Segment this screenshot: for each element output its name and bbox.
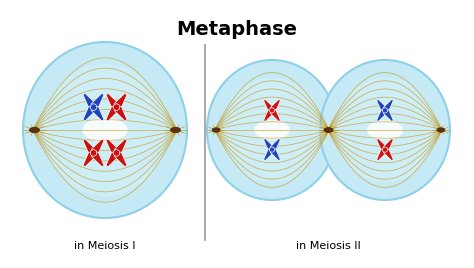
Polygon shape <box>106 152 118 167</box>
Polygon shape <box>114 152 127 167</box>
Polygon shape <box>91 139 104 154</box>
Ellipse shape <box>383 108 388 113</box>
Ellipse shape <box>367 120 403 140</box>
Polygon shape <box>264 110 273 121</box>
Ellipse shape <box>325 128 333 132</box>
Polygon shape <box>83 152 96 167</box>
Polygon shape <box>377 99 387 111</box>
Polygon shape <box>91 106 104 121</box>
Polygon shape <box>270 139 280 150</box>
Ellipse shape <box>44 64 166 196</box>
Polygon shape <box>114 139 127 154</box>
Polygon shape <box>383 110 393 121</box>
Polygon shape <box>383 149 393 161</box>
Polygon shape <box>270 110 280 121</box>
Ellipse shape <box>212 128 220 132</box>
Ellipse shape <box>254 120 290 140</box>
Ellipse shape <box>170 127 181 133</box>
Ellipse shape <box>437 128 445 132</box>
Polygon shape <box>83 106 96 121</box>
Polygon shape <box>264 139 273 150</box>
Polygon shape <box>270 149 280 161</box>
Text: in Meiosis I: in Meiosis I <box>74 241 136 251</box>
Ellipse shape <box>90 104 97 110</box>
Polygon shape <box>270 99 280 111</box>
Polygon shape <box>114 106 127 121</box>
Ellipse shape <box>269 108 274 113</box>
Ellipse shape <box>82 118 128 142</box>
Polygon shape <box>377 110 387 121</box>
Polygon shape <box>106 93 118 108</box>
Ellipse shape <box>383 147 388 152</box>
Ellipse shape <box>223 77 321 183</box>
Polygon shape <box>91 93 104 108</box>
Ellipse shape <box>324 128 332 132</box>
Ellipse shape <box>23 42 187 218</box>
Polygon shape <box>83 93 96 108</box>
Polygon shape <box>83 139 96 154</box>
Ellipse shape <box>336 77 434 183</box>
Polygon shape <box>106 139 118 154</box>
Text: in Meiosis II: in Meiosis II <box>296 241 361 251</box>
Ellipse shape <box>269 147 274 152</box>
Polygon shape <box>264 99 273 111</box>
Polygon shape <box>383 139 393 150</box>
Polygon shape <box>114 93 127 108</box>
Polygon shape <box>377 149 387 161</box>
Polygon shape <box>106 106 118 121</box>
Ellipse shape <box>113 104 120 110</box>
Ellipse shape <box>113 150 120 156</box>
Text: Metaphase: Metaphase <box>176 20 298 39</box>
Polygon shape <box>383 99 393 111</box>
Ellipse shape <box>90 150 97 156</box>
Polygon shape <box>264 149 273 161</box>
Polygon shape <box>377 139 387 150</box>
Ellipse shape <box>29 127 40 133</box>
Ellipse shape <box>207 60 337 200</box>
Polygon shape <box>91 152 104 167</box>
Ellipse shape <box>320 60 450 200</box>
